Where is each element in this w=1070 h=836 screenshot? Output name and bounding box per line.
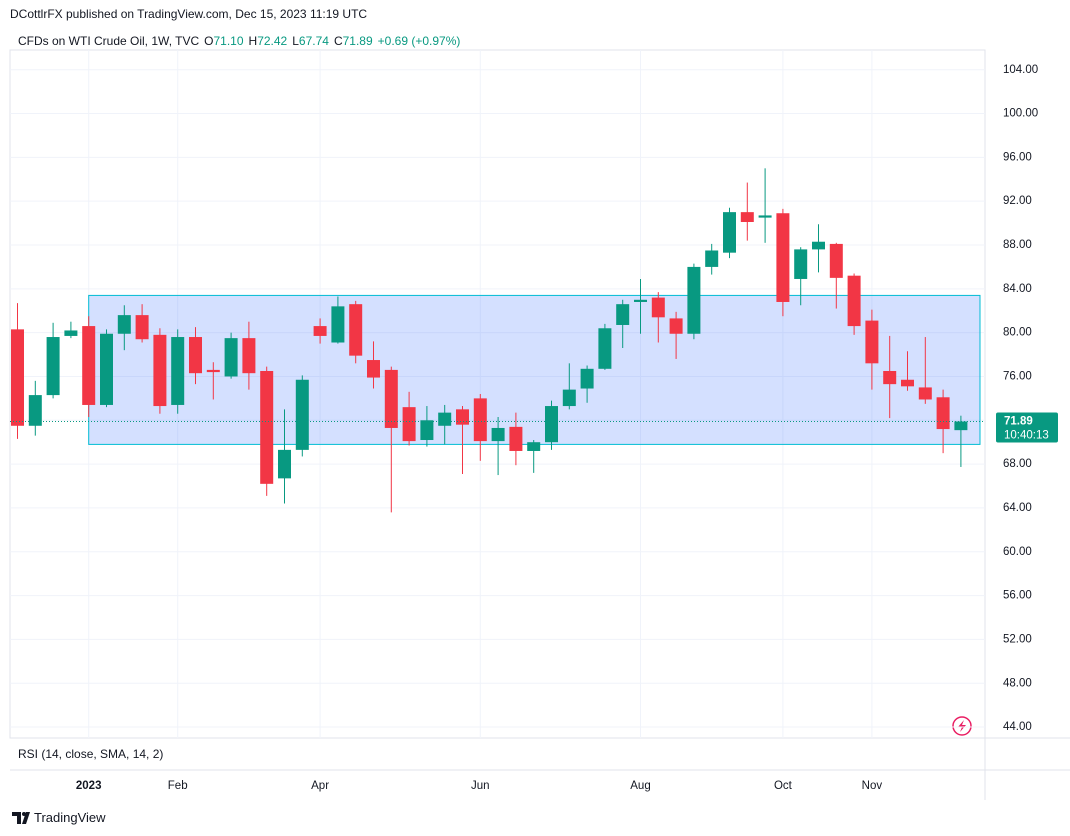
candle-body [295,379,309,450]
ohlc-key: H [248,34,258,48]
candle-body [847,275,861,327]
candle-body [82,326,96,405]
y-tick-label: 68.00 [1003,458,1032,470]
lightning-icon [952,716,972,736]
candle-body [11,329,24,426]
candle-body [402,407,416,442]
candle-body [64,330,78,336]
y-tick-label: 88.00 [1003,239,1032,251]
candle-body [794,249,808,279]
y-tick-label: 92.00 [1003,195,1032,207]
y-tick-label: 64.00 [1003,502,1032,514]
y-tick-label: 84.00 [1003,283,1032,295]
candle-body [46,337,60,396]
candle-body [651,297,665,318]
candle-body [28,395,42,426]
brand-logo [12,812,30,824]
indicator-label: RSI (14, close, SMA, 14, 2) [18,747,164,761]
candle-body [189,337,202,374]
candle-body [260,370,274,484]
candle-body [349,304,363,356]
candle-body [473,398,487,442]
y-tick-label: 60.00 [1003,546,1032,558]
y-tick-label: 44.00 [1003,721,1032,733]
candle-body [456,409,469,425]
x-tick-label: 2023 [76,780,102,792]
y-tick-label: 104.00 [1003,64,1038,76]
ohlc-value: 67.74 [298,34,329,48]
x-tick-label: Jun [471,780,490,792]
candle-body [135,315,149,340]
candle-body [242,338,256,374]
candle-body [580,368,594,389]
candle-body [527,442,541,451]
candle-body [883,370,897,385]
x-tick-label: Feb [168,780,188,792]
candle-body [723,212,736,253]
change: +0.69 (+0.97%) [377,34,461,48]
candle-body [545,406,558,443]
candle-body [420,420,434,441]
candle-body [313,326,327,336]
x-tick-label: Apr [311,780,329,792]
y-tick-label: 76.00 [1003,371,1032,383]
candle-body [117,315,131,334]
candle-body [153,334,167,407]
candle-body [918,387,932,400]
candle-body [812,241,825,250]
candle-body [616,304,630,325]
y-tick-label: 48.00 [1003,677,1032,689]
candle-body [278,449,291,479]
y-tick-label: 80.00 [1003,327,1032,339]
candle-body [509,426,523,451]
x-tick-label: Aug [630,780,650,792]
last-price-label: 71.89 [1004,416,1033,428]
last-price-tag [996,412,1058,443]
ohlc-key: C [333,34,343,48]
candle-body [865,320,879,364]
y-tick-label: 52.00 [1003,633,1032,645]
brand: TradingView [34,810,106,825]
candle-body [224,338,238,377]
y-tick-label: 100.00 [1003,108,1038,120]
candle-body [758,215,772,218]
symbol: CFDs on WTI Crude Oil, 1W, TVC [18,34,200,48]
ohlc-key: O [204,34,214,48]
ohlc-key: L [292,34,299,48]
candle-body [367,360,380,378]
ohlc-value: 71.10 [213,34,244,48]
candle-body [491,427,505,442]
ohlc-value: 72.42 [257,34,288,48]
candle-body [331,306,345,343]
candle-body [954,421,968,431]
candle-body [829,243,843,278]
candle-body [562,389,576,407]
symbol-legend: CFDs on WTI Crude Oil, 1W, TVC O71.10 H72.… [18,34,460,48]
countdown: 10:40:13 [1004,430,1049,442]
candle-body [206,369,220,373]
candle-body [776,213,790,302]
range-box [88,294,981,445]
candle-body [936,397,950,430]
x-tick-label: Nov [862,780,883,792]
candle-body [384,369,398,428]
candle-body [901,379,914,387]
candle-body [598,328,612,369]
candle-body [100,333,113,405]
y-tick-label: 56.00 [1003,590,1032,602]
ohlc-value: 71.89 [342,34,373,48]
candle-body [687,266,701,334]
candle-body [669,318,683,334]
candle-body [705,250,719,267]
candle-body [171,337,185,405]
candle-body [634,299,647,302]
y-tick-label: 96.00 [1003,151,1032,163]
publisher-line: DCottlrFX published on TradingView.com, … [10,7,368,21]
candle-body [438,412,452,426]
x-tick-label: Oct [774,780,793,792]
candle-body [740,212,754,222]
